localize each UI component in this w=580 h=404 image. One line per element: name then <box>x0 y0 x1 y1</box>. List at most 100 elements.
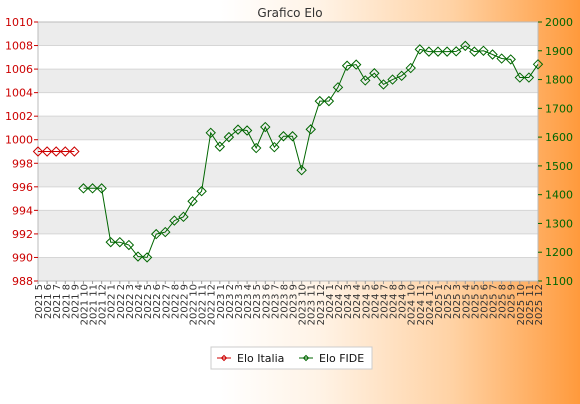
right-tick-label: 1100 <box>545 275 573 288</box>
x-tick-label: 2022 8 <box>170 284 181 319</box>
x-tick-label: 2022 7 <box>161 284 172 319</box>
plot-area <box>38 22 538 281</box>
x-tick-label: 2025 6 <box>479 284 490 319</box>
data-point-2 <box>450 46 462 57</box>
left-tick-label: 1000 <box>5 134 33 147</box>
x-tick-label: 2024 7 <box>379 284 390 319</box>
data-point-2 <box>287 131 298 142</box>
data-point-2 <box>350 59 362 70</box>
x-tick-label: 2025 4 <box>461 284 472 319</box>
x-tick-label: 2023 6 <box>261 284 272 319</box>
x-tick-label: 2025 11 <box>525 284 536 325</box>
right-tick-label: 1800 <box>545 74 573 87</box>
left-tick-label: 998 <box>12 157 33 170</box>
data-point-2 <box>305 124 316 135</box>
x-tick-label: 2024 6 <box>370 284 381 319</box>
legend-box <box>210 346 373 370</box>
plot-bands <box>38 22 538 281</box>
x-tick-label: 2024 10 <box>407 284 418 325</box>
plot-band <box>38 257 538 281</box>
x-tick-label: 2024 4 <box>352 284 363 319</box>
x-tick-label: 2025 10 <box>516 284 527 325</box>
plot-band <box>38 69 538 93</box>
right-tick-label: 1600 <box>545 131 573 144</box>
data-point-2 <box>123 239 135 251</box>
data-point-2 <box>478 45 489 56</box>
x-tick-label: 2021 11 <box>89 284 100 325</box>
x-tick-label: 2025 8 <box>498 284 509 319</box>
right-tick-label: 1900 <box>545 45 573 58</box>
right-tick-label: 2000 <box>545 16 573 29</box>
data-point-2 <box>196 186 207 197</box>
x-tick-label: 2025 7 <box>489 284 500 319</box>
data-point-2 <box>250 142 262 154</box>
x-tick-label: 2024 1 <box>325 284 336 319</box>
right-tick-label: 1300 <box>545 217 573 230</box>
x-tick-label: 2024 3 <box>343 284 354 319</box>
x-tick-label: 2024 12 <box>425 284 436 325</box>
data-point-2 <box>132 251 144 262</box>
x-tick-label: 2021 5 <box>34 284 45 319</box>
x-tick-label: 2021 7 <box>52 284 63 319</box>
data-point-2 <box>414 44 426 55</box>
x-tick-label: 2021 6 <box>43 284 54 319</box>
data-point-2 <box>114 236 126 248</box>
x-tick-label: 2022 5 <box>143 284 154 319</box>
data-point-2 <box>405 62 416 74</box>
x-tick-label: 2024 9 <box>398 284 409 319</box>
x-tick-label: 2022 9 <box>179 284 190 319</box>
data-point-2 <box>523 72 535 83</box>
x-tick-label: 2024 8 <box>389 284 400 319</box>
x-tick-label: 2021 9 <box>70 284 81 319</box>
x-tick-label: 2024 5 <box>361 284 372 319</box>
data-point-2 <box>160 226 171 238</box>
legend-marker-2 <box>302 354 310 362</box>
left-axis: 988 990 992 994 996 998 1000 1002 1004 1006 1008 10… <box>5 16 38 288</box>
chart-title: Grafico Elo <box>257 6 322 20</box>
data-point-2 <box>296 164 307 176</box>
x-tick-label: 2023 7 <box>270 284 281 319</box>
data-point-2 <box>369 68 380 79</box>
x-tick-label: 2022 10 <box>189 284 200 325</box>
x-tick-label: 2023 5 <box>252 284 263 319</box>
data-point-2 <box>214 141 226 152</box>
x-tick-label: 2023 12 <box>316 284 327 325</box>
data-point-2 <box>323 95 335 107</box>
data-point-2 <box>496 53 507 64</box>
data-point-2 <box>187 196 198 207</box>
x-tick-label: 2025 3 <box>452 284 463 319</box>
series-layer <box>32 40 544 263</box>
data-point-2 <box>241 125 253 136</box>
x-tick-label: 2022 11 <box>198 284 209 325</box>
right-axis: 1100 1200 1300 1400 1500 1600 1700 1800 1900 2000 <box>538 16 573 288</box>
left-tick-label: 1010 <box>5 16 33 29</box>
data-point-2 <box>269 141 280 153</box>
data-point-2 <box>487 49 498 60</box>
plot-band <box>38 22 538 46</box>
left-tick-label: 990 <box>12 251 33 264</box>
data-point-2 <box>341 60 353 71</box>
x-tick-label: 2023 3 <box>234 284 245 319</box>
x-tick-label: 2022 4 <box>134 284 145 319</box>
x-tick-label: 2023 9 <box>289 284 300 319</box>
data-point-2 <box>260 121 271 133</box>
data-point-2 <box>178 211 189 223</box>
left-tick-label: 1006 <box>5 63 33 76</box>
gridlines <box>37 21 539 282</box>
x-tick-label: 2021 10 <box>79 284 90 325</box>
x-tick-label: 2023 10 <box>298 284 309 325</box>
plot-band <box>38 116 538 140</box>
x-tick-label: 2023 2 <box>225 284 236 319</box>
right-tick-label: 1200 <box>545 246 573 259</box>
x-tick-label: 2022 3 <box>125 284 136 319</box>
data-point-2 <box>360 75 371 86</box>
plot-band <box>38 210 538 234</box>
x-tick-label: 2025 12 <box>534 284 545 325</box>
x-tick-label: 2023 8 <box>279 284 290 319</box>
x-tick-label: 2024 11 <box>416 284 427 325</box>
data-point-2 <box>150 228 162 240</box>
data-point-2 <box>232 124 244 135</box>
data-point-1 <box>69 146 80 157</box>
